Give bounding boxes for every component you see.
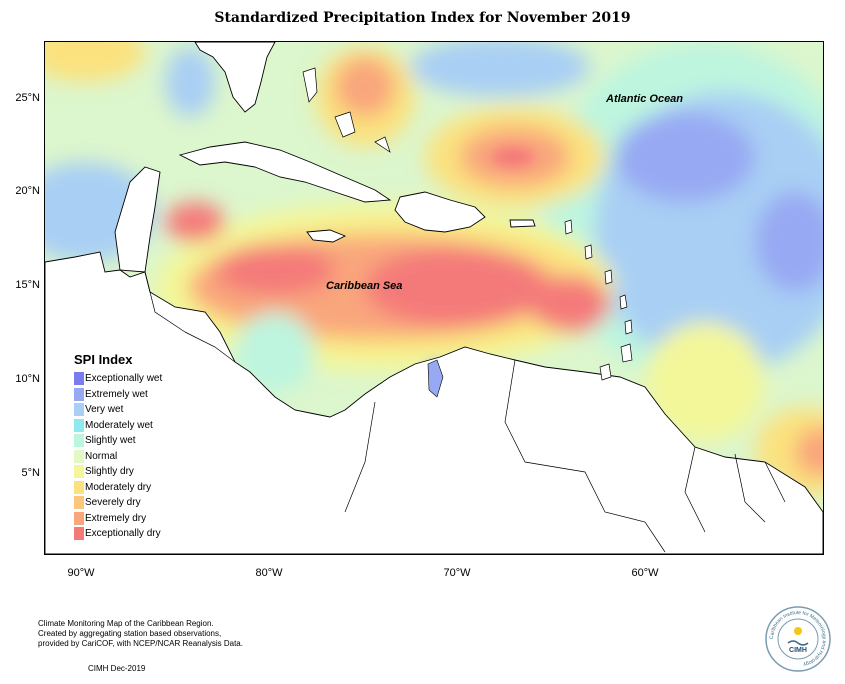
legend-swatch [74,496,84,510]
legend-swatch [74,372,84,386]
cimh-logo: Caribbean Institute for Meteorology and … [765,606,831,672]
legend-title: SPI Index [74,352,133,367]
legend-label: Slightly dry [85,466,134,478]
sun-icon [794,627,802,635]
legend-label: Extremely dry [85,512,147,524]
legend-item: Moderately wet [74,418,194,434]
legend-item: Normal [74,449,194,465]
lat-tick-5n: 5°N [21,467,40,479]
legend-item: Extremely wet [74,387,194,403]
legend-label: Normal [85,450,118,462]
legend-label: Very wet [85,404,124,416]
map-title: Standardized Precipitation Index for Nov… [214,10,631,26]
credit-text: CIMH Dec-2019 [88,664,146,673]
footer-line: provided by CariCOF, with NCEP/NCAR Rean… [38,639,243,648]
legend-label: Extremely wet [85,388,148,400]
legend-swatch [74,465,84,479]
legend-swatch [74,403,84,417]
lon-tick-80w: 80°W [255,567,283,579]
logo-center-text: CIMH [789,647,807,654]
legend-item: Exceptionally dry [74,526,194,542]
lon-tick-90w: 90°W [67,567,95,579]
legend-item: Exceptionally wet [74,371,194,387]
map-footer: Climate Monitoring Map of the Caribbean … [38,619,243,649]
legend-swatch [74,434,84,448]
footer-line: Created by aggregating station based obs… [38,629,222,638]
caribbean-sea-label: Caribbean Sea [326,280,403,292]
legend-label: Slightly wet [85,435,136,447]
legend-label: Moderately wet [85,419,153,431]
spi-field [45,42,823,554]
legend-swatch [74,387,84,401]
legend-item: Extremely dry [74,511,194,527]
legend-item: Moderately dry [74,480,194,496]
legend-item: Slightly wet [74,433,194,449]
legend-swatch [74,418,84,432]
legend-item: Severely dry [74,495,194,511]
lon-tick-70w: 70°W [443,567,471,579]
lat-tick-25n: 25°N [15,92,40,104]
legend-label: Severely dry [85,497,141,509]
spi-map [44,41,824,555]
lat-tick-10n: 10°N [15,373,40,385]
legend-swatch [74,480,84,494]
legend-swatch [74,511,84,525]
legend-label: Exceptionally wet [85,373,163,385]
land-masses [45,42,823,554]
atlantic-ocean-label: Atlantic Ocean [606,93,684,105]
legend-label: Moderately dry [85,481,152,493]
legend-item: Slightly dry [74,464,194,480]
legend-item: Very wet [74,402,194,418]
wave-icon [787,640,809,646]
lat-tick-20n: 20°N [15,185,40,197]
legend-swatch [74,449,84,463]
legend-label: Exceptionally dry [85,528,161,540]
footer-line: Climate Monitoring Map of the Caribbean … [38,619,214,628]
lon-tick-60w: 60°W [631,567,659,579]
legend-swatch [74,527,84,541]
spi-legend: SPI Index Exceptionally wet Extremely wet… [74,352,194,542]
lat-tick-15n: 15°N [15,279,40,291]
